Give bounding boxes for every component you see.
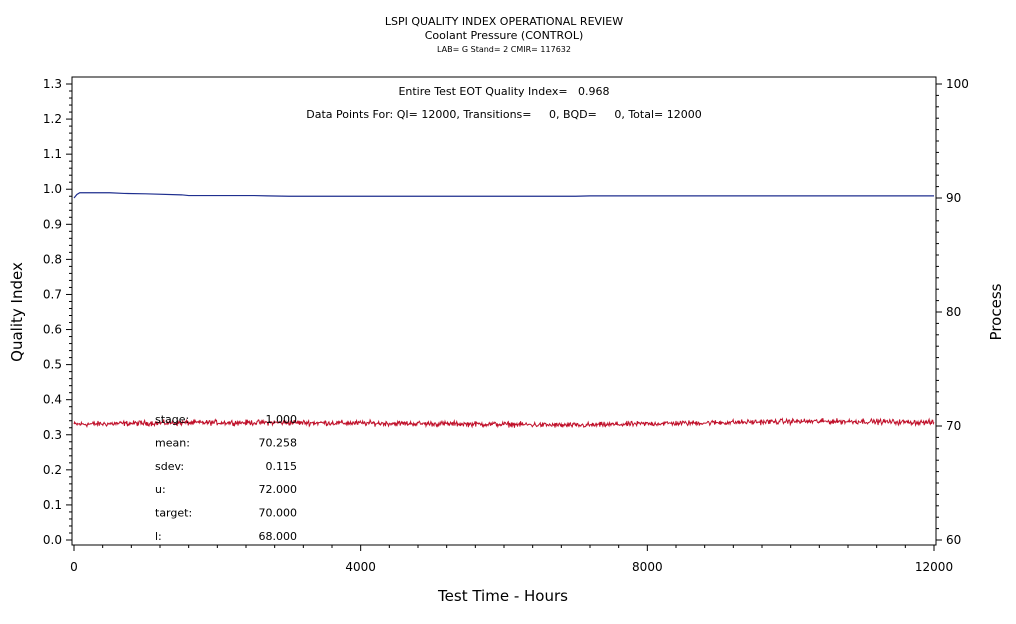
y-tick-label: 0.2: [43, 463, 62, 477]
series-layer: [73, 192, 935, 429]
y-tick-label: 0.3: [43, 428, 62, 442]
right-axis: 60 70 80 90 100: [936, 77, 969, 547]
plot-frame: [71, 76, 937, 546]
stat-label: l:: [155, 530, 162, 543]
y-axis-label: Quality Index: [8, 262, 26, 362]
y-tick-label: 0.9: [43, 217, 62, 231]
y2-tick-label: 60: [946, 533, 961, 547]
x-axis-label: Test Time - Hours: [437, 587, 568, 605]
x-tick-label: 12000: [915, 560, 953, 574]
chart-title: LSPI QUALITY INDEX OPERATIONAL REVIEW: [385, 15, 623, 28]
stat-label: u:: [155, 483, 166, 496]
stats-table: stage: 1.000 mean: 70.258 sdev: 0.115 u: 72.000…: [155, 413, 297, 543]
x-tick-label: 8000: [632, 560, 663, 574]
y2-tick-label: 100: [946, 77, 969, 91]
y-tick-label: 1.1: [43, 147, 62, 161]
stat-value: 0.115: [266, 460, 298, 473]
y-tick-label: 0.8: [43, 252, 62, 266]
data-points-annotation: Data Points For: QI= 12000, Transitions=…: [306, 108, 701, 121]
quality-index-series-line: [73, 192, 934, 199]
x-tick-label: 4000: [345, 560, 376, 574]
y2-axis-label: Process: [987, 283, 1005, 340]
stat-value: 1.000: [266, 413, 298, 426]
bottom-axis: 0 4000 8000 12000: [70, 545, 953, 574]
y-tick-label: 1.0: [43, 182, 62, 196]
y2-tick-label: 90: [946, 191, 961, 205]
stat-value: 68.000: [259, 530, 298, 543]
y-tick-label: 0.6: [43, 323, 62, 337]
quality-index-annotation: Entire Test EOT Quality Index= 0.968: [398, 85, 609, 98]
y2-tick-label: 70: [946, 419, 961, 433]
y-tick-label: 0.5: [43, 358, 62, 372]
stat-label: mean:: [155, 436, 190, 449]
stat-label: target:: [155, 507, 192, 520]
y-tick-label: 0.1: [43, 498, 62, 512]
y2-tick-label: 80: [946, 305, 961, 319]
y-tick-label: 0.0: [43, 533, 62, 547]
stat-value: 70.258: [259, 436, 298, 449]
chart-subtitle: Coolant Pressure (CONTROL): [425, 29, 584, 42]
y-tick-label: 0.7: [43, 287, 62, 301]
y-tick-label: 1.2: [43, 112, 62, 126]
stat-label: sdev:: [155, 460, 184, 473]
stat-label: stage:: [155, 413, 189, 426]
y-tick-label: 0.4: [43, 393, 62, 407]
x-tick-label: 0: [70, 560, 78, 574]
left-axis: 0.0 0.1 0.2 0.3 0.4 0.5 0.6 0.7 0.8 0.9 1.0 1.1 1.2 1…: [43, 77, 72, 547]
stat-value: 72.000: [259, 483, 298, 496]
stat-value: 70.000: [259, 507, 298, 520]
chart-subtitle-2: LAB= G Stand= 2 CMIR= 117632: [437, 45, 571, 54]
process-series-line: [73, 417, 935, 429]
y-tick-label: 1.3: [43, 77, 62, 91]
